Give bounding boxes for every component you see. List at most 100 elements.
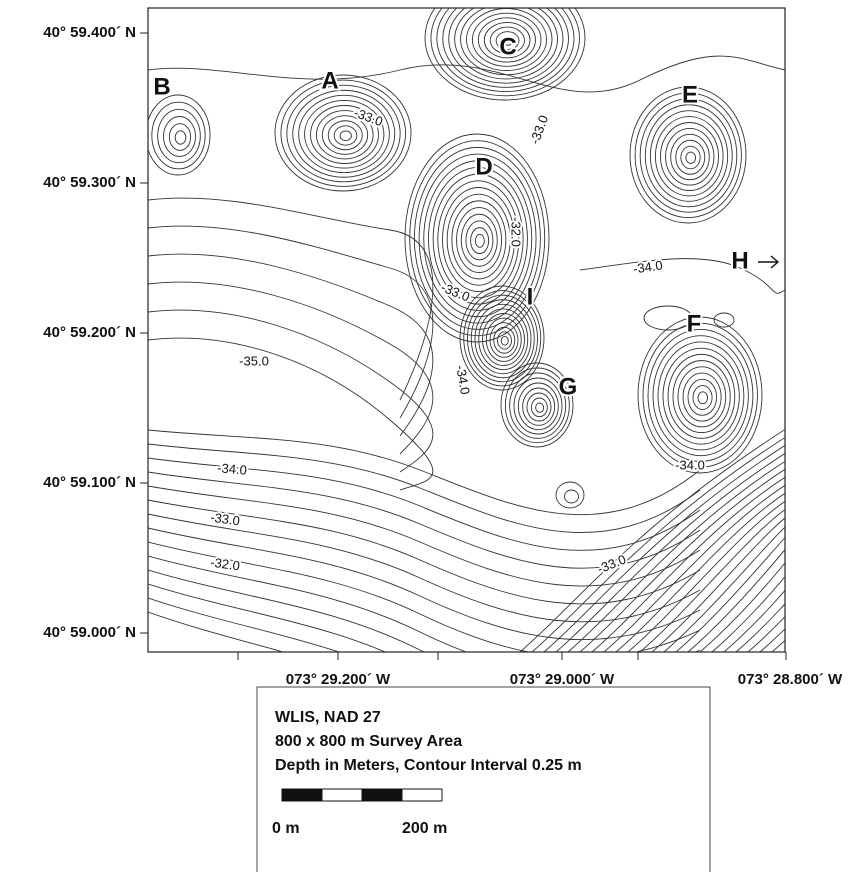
contour-line [454, 8, 558, 80]
contour-line [148, 309, 434, 473]
contour-line [148, 94, 211, 176]
contour-label: -34.0 [632, 257, 663, 276]
contour-line [460, 213, 498, 267]
contour-line [651, 517, 785, 652]
contour-line [463, 290, 542, 387]
contour-line [148, 429, 701, 516]
contour-line [501, 35, 514, 46]
contour-line [629, 86, 747, 224]
contour-line [148, 485, 701, 587]
x-tick-label: 073° 29.000´ W [510, 671, 615, 688]
contour-line [157, 108, 201, 164]
contour-line [555, 481, 585, 509]
contour-label: -35.0 [239, 353, 269, 368]
contour-line [427, 166, 528, 311]
y-tick-label: 40° 59.000´ N [43, 624, 136, 641]
y-tick-label: 40° 59.400´ N [43, 24, 136, 41]
contour-line [321, 115, 369, 155]
contour-line [448, 8, 564, 84]
site-label: E [682, 81, 698, 108]
contour-line [470, 227, 490, 255]
contour-line [685, 151, 697, 164]
contour-line [304, 99, 385, 169]
contour-line [148, 555, 701, 652]
contour-line [663, 526, 785, 652]
legend-line: Depth in Meters, Contour Interval 0.25 m [275, 757, 582, 774]
contour-line [699, 562, 785, 652]
arrow [758, 255, 780, 269]
contour-line [642, 322, 758, 468]
contour-line [759, 628, 785, 652]
legend-line: 800 x 800 m Survey Area [275, 733, 462, 750]
contour-line [654, 116, 724, 197]
contour-line [310, 105, 379, 164]
scale-label: 200 m [402, 820, 447, 837]
contour-label: -34.0 [675, 457, 705, 472]
contour-line [148, 541, 701, 652]
contour-line [474, 303, 532, 375]
contour-line [339, 130, 352, 142]
site-label: G [559, 373, 578, 400]
site-label: D [475, 153, 492, 180]
contour-line [333, 125, 358, 146]
site-label: I [527, 283, 534, 310]
contour-line [474, 233, 485, 248]
contour-line [639, 509, 785, 652]
contour-line [657, 341, 745, 451]
contour-line [647, 329, 754, 462]
contour-line [148, 611, 285, 652]
contour-line [409, 140, 546, 337]
contour-line [522, 387, 556, 426]
site-label: B [153, 73, 170, 100]
contour-line [662, 347, 740, 445]
contour-line [456, 207, 503, 274]
contour-line [478, 308, 529, 371]
contour-line [530, 397, 548, 418]
contour-line [280, 79, 407, 187]
contour-line [660, 122, 719, 191]
contour-line [567, 460, 785, 652]
contour-line [637, 316, 763, 474]
contour-line [446, 193, 511, 286]
contour-line [437, 180, 520, 299]
contour-line [543, 444, 785, 652]
contour-line [639, 98, 738, 213]
contour-line [747, 615, 785, 652]
site-label: A [321, 67, 338, 94]
contour-line [713, 312, 735, 328]
contour-line [148, 569, 426, 652]
contour-line [682, 372, 722, 422]
site-label: C [499, 33, 516, 60]
contour-line [163, 116, 196, 157]
contour-line [652, 335, 749, 457]
y-tick-label: 40° 59.200´ N [43, 324, 136, 341]
contour-line [675, 139, 706, 175]
contour-label: -34.0 [217, 460, 248, 478]
contour-line [483, 21, 531, 59]
contour-line [477, 17, 536, 63]
contour-line [274, 74, 412, 192]
contours [148, 8, 785, 652]
contour-line [711, 575, 785, 652]
contour-line [148, 471, 701, 569]
contour-line [519, 429, 785, 652]
contour-line [672, 360, 731, 434]
contour-line [670, 133, 710, 181]
contour-line [430, 8, 580, 97]
contour-line [148, 443, 701, 533]
contour-line [627, 500, 785, 652]
contour-line [148, 281, 434, 455]
contour-line [465, 220, 494, 261]
contour-line [649, 110, 729, 202]
contour-line [489, 322, 519, 358]
contour-line [148, 527, 701, 641]
contour-line [436, 8, 575, 93]
contour-line [442, 8, 569, 88]
contour-label: -34.0 [453, 364, 473, 396]
contour-line [634, 92, 742, 219]
contour-line [151, 101, 206, 170]
contour-line [555, 452, 785, 652]
contour-line [467, 294, 538, 383]
contour-line [451, 200, 507, 280]
